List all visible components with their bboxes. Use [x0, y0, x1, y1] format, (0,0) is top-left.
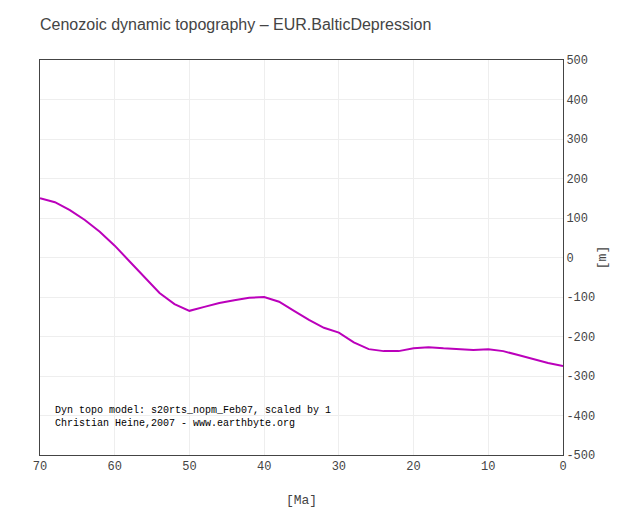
- svg-text:10: 10: [481, 460, 495, 474]
- svg-text:40: 40: [257, 460, 271, 474]
- svg-text:-200: -200: [566, 331, 595, 345]
- svg-text:-100: -100: [566, 291, 595, 305]
- svg-text:100: 100: [566, 212, 588, 226]
- svg-text:0: 0: [559, 460, 566, 474]
- svg-text:400: 400: [566, 94, 588, 108]
- svg-text:30: 30: [332, 460, 346, 474]
- svg-text:50: 50: [182, 460, 196, 474]
- svg-text:0: 0: [566, 252, 573, 266]
- svg-text:Cenozoic dynamic topography –: Cenozoic dynamic topography – EUR.Baltic…: [40, 16, 431, 33]
- svg-text:70: 70: [33, 460, 47, 474]
- svg-text:[m]: [m]: [595, 246, 610, 269]
- svg-text:20: 20: [406, 460, 420, 474]
- svg-text:300: 300: [566, 133, 588, 147]
- svg-text:200: 200: [566, 173, 588, 187]
- svg-text:[Ma]: [Ma]: [286, 493, 317, 508]
- svg-text:Dyn topo model: s20rts_nopm_Fe: Dyn topo model: s20rts_nopm_Feb07, scale…: [55, 405, 331, 429]
- svg-text:-400: -400: [566, 410, 595, 424]
- svg-text:-300: -300: [566, 370, 595, 384]
- svg-text:-500: -500: [566, 449, 595, 463]
- svg-text:60: 60: [108, 460, 122, 474]
- svg-text:500: 500: [566, 54, 588, 68]
